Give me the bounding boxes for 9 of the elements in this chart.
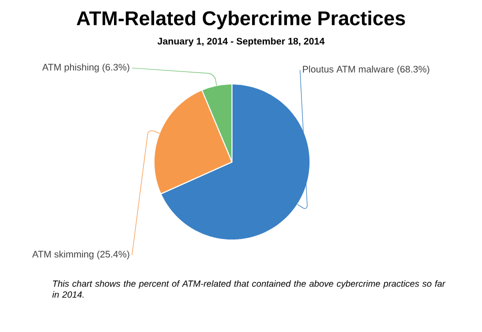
slice-label: Ploutus ATM malware [302,66,394,73]
text: This chart shows the percent of ATM-related that contained the above cybercrime practices so far in 2014. [52,280,446,298]
slice-label: ATM skimming [32,250,94,260]
data-label: (68.3%) [397,66,430,74]
chart-subtitle: January 1, 2014 - September 18, 2014 [157,38,325,46]
chart-title: ATM-Related Cybercrime Practices [76,10,405,30]
slice-label: ATM phishing [42,64,99,72]
data-label: (25.4%) [97,250,130,260]
data-label: (6.3%) [102,64,130,72]
